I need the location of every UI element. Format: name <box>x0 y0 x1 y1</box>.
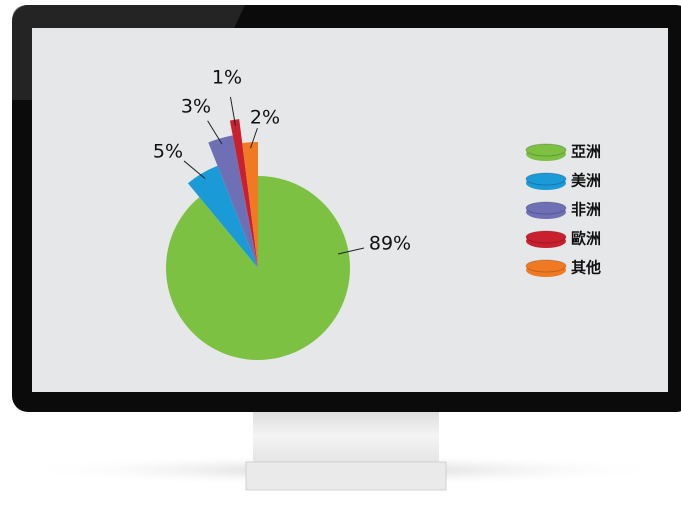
value-label: 3% <box>181 96 211 118</box>
legend-swatch-top <box>525 172 567 186</box>
value-label: 1% <box>212 67 242 89</box>
pie-slice <box>229 119 258 268</box>
leader-line <box>183 160 206 179</box>
value-label: 89% <box>369 233 411 255</box>
pie-slice <box>187 165 258 268</box>
legend-label: 亞洲 <box>571 143 601 161</box>
leader-line <box>337 247 365 255</box>
pie-slice <box>208 135 258 268</box>
legend-label: 非洲 <box>571 201 601 219</box>
pie-slice <box>242 142 258 268</box>
stand-neck <box>253 405 439 467</box>
stand-base <box>245 461 447 491</box>
value-label: 2% <box>250 107 280 129</box>
legend-label: 美洲 <box>571 172 601 190</box>
legend-swatch-top <box>525 143 567 157</box>
legend-swatch-top <box>525 201 567 215</box>
leader-line <box>207 120 223 145</box>
legend-label: 其他 <box>571 259 601 277</box>
legend-label: 歐洲 <box>571 230 601 248</box>
legend-swatch-top <box>525 259 567 273</box>
legend-swatch-top <box>525 230 567 244</box>
value-label: 5% <box>153 141 183 163</box>
leader-line <box>229 96 236 126</box>
leader-line <box>249 127 258 149</box>
